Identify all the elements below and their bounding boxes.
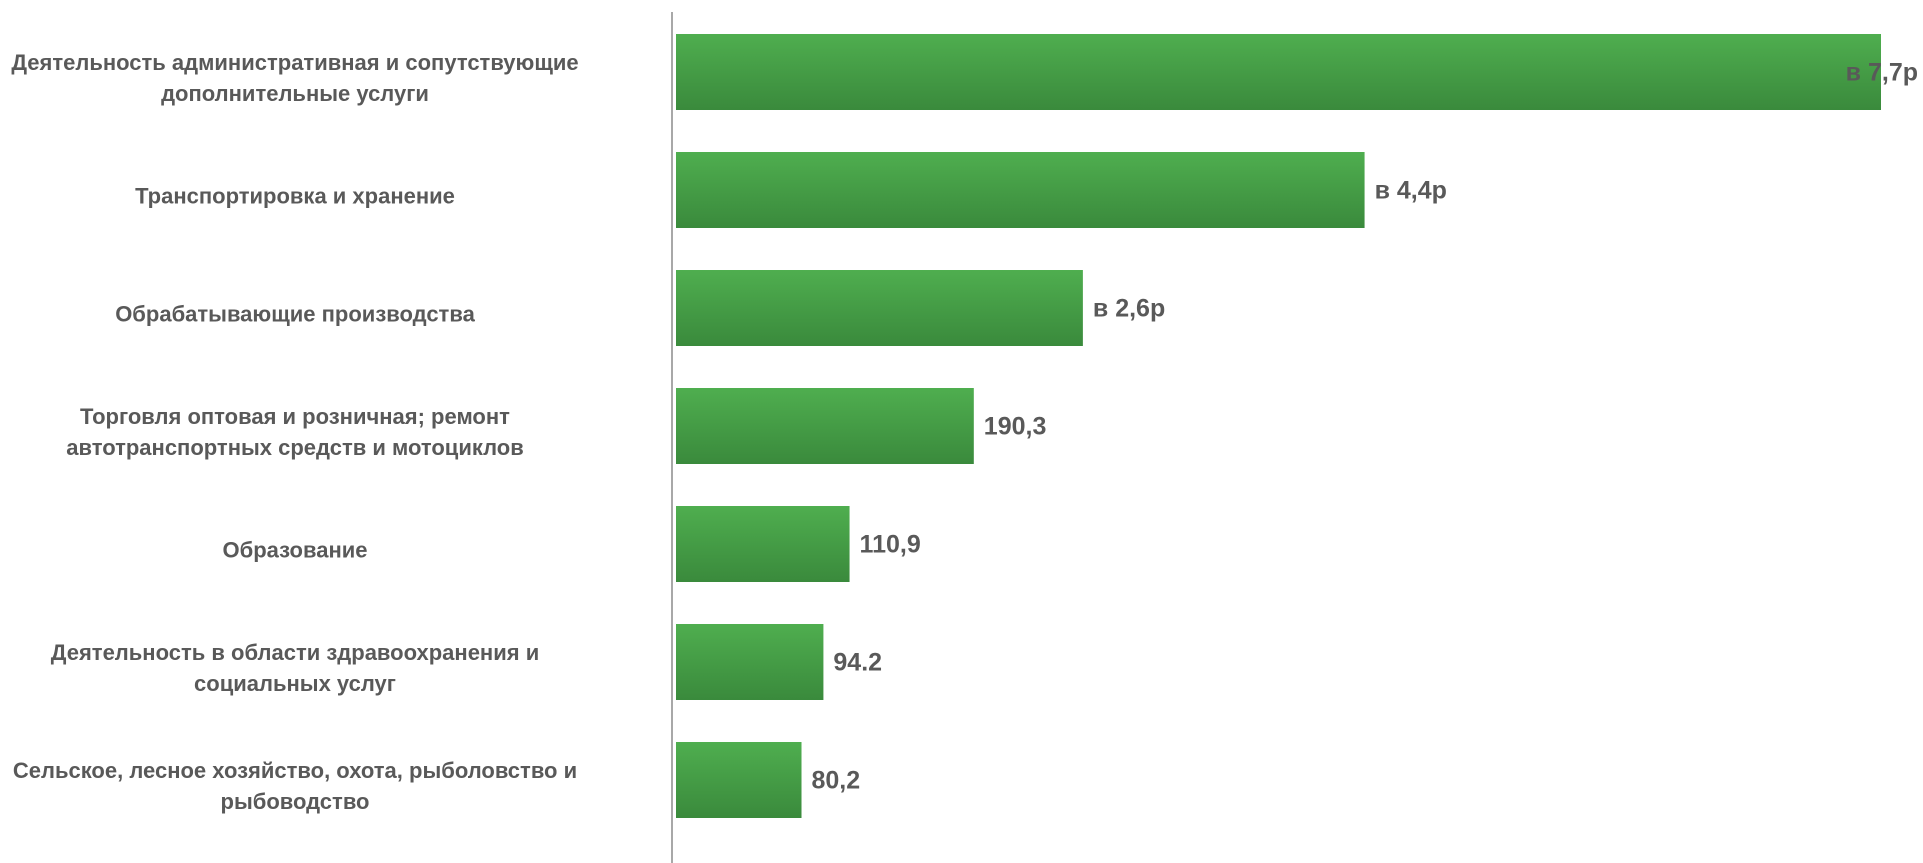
value-label: 190,3: [984, 413, 1047, 441]
category-label: Деятельность административная и сопутств…: [11, 50, 579, 106]
bar: [676, 506, 850, 582]
value-label: в 2,6р: [1093, 295, 1165, 323]
bar: [676, 742, 802, 818]
value-label: 94.2: [833, 649, 882, 677]
value-label: в 7,7р: [1846, 59, 1918, 87]
bar: [676, 270, 1083, 346]
category-label: Деятельность в области здравоохранения и…: [50, 640, 540, 696]
category-label: Обрабатывающие производства: [115, 301, 475, 327]
category-label: Сельское, лесное хозяйство, охота, рыбол…: [12, 758, 578, 814]
category-label: Транспортировка и хранение: [135, 183, 455, 209]
category-label: Торговля оптовая и розничная; ремонт авт…: [66, 404, 524, 460]
bar: [676, 152, 1365, 228]
bar: [676, 388, 974, 464]
value-label: в 4,4р: [1375, 177, 1447, 205]
bar: [676, 34, 1881, 110]
value-label: 80,2: [812, 767, 861, 795]
category-label: Образование: [222, 537, 368, 563]
value-label: 110,9: [860, 531, 921, 559]
bar: [676, 624, 824, 700]
